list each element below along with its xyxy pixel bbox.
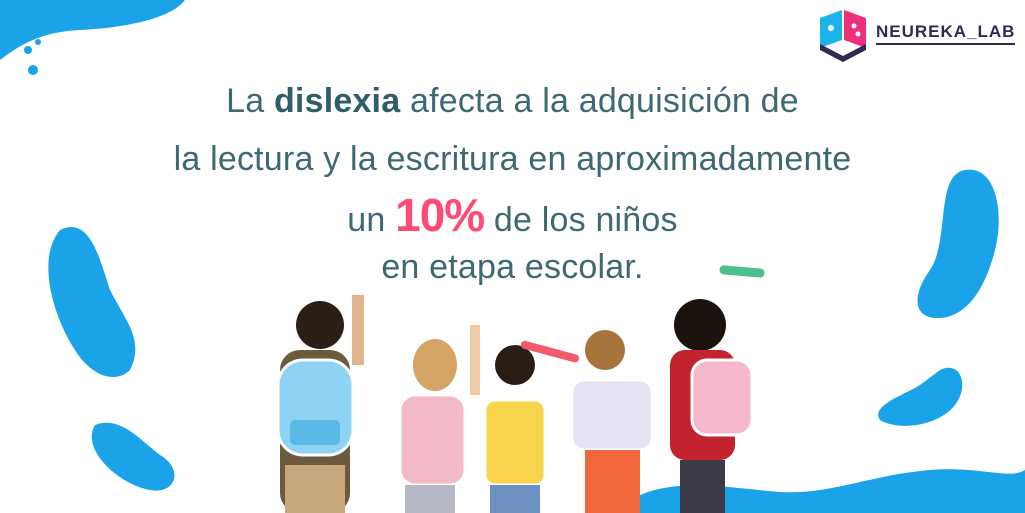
text: de los niños (493, 201, 678, 239)
blob-bottom-right (640, 469, 1025, 513)
headline-line-3: un 10% de los niños (0, 188, 1025, 242)
headline-line-1: La dislexia afecta a la adquisición de (0, 82, 1025, 121)
children-illustration (276, 265, 765, 513)
blob-dot (24, 46, 32, 54)
keyword-dislexia: dislexia (273, 82, 401, 120)
child-4 (570, 330, 654, 513)
blob-right-small (878, 367, 963, 426)
blob-right (917, 169, 999, 319)
blob-left-bottom (91, 422, 175, 491)
blob-top-left (0, 0, 185, 60)
child-2 (398, 325, 480, 513)
child-3 (483, 340, 580, 513)
blob-left (48, 227, 136, 378)
blob-dot (35, 39, 41, 45)
text: La (226, 82, 265, 120)
text: un (347, 201, 386, 239)
blob-dot (28, 65, 38, 75)
neureka-logo-icon (820, 10, 866, 62)
headline-line-4: en etapa escolar. (381, 248, 644, 286)
child-5 (670, 265, 765, 513)
brand-name: NEUREKA_LAB (876, 22, 1016, 45)
headline-line-2: la lectura y la escritura en aproximadam… (173, 140, 852, 178)
child-1 (276, 295, 364, 513)
text: afecta a la adquisición de (409, 82, 799, 120)
highlight-percentage: 10% (395, 189, 485, 241)
